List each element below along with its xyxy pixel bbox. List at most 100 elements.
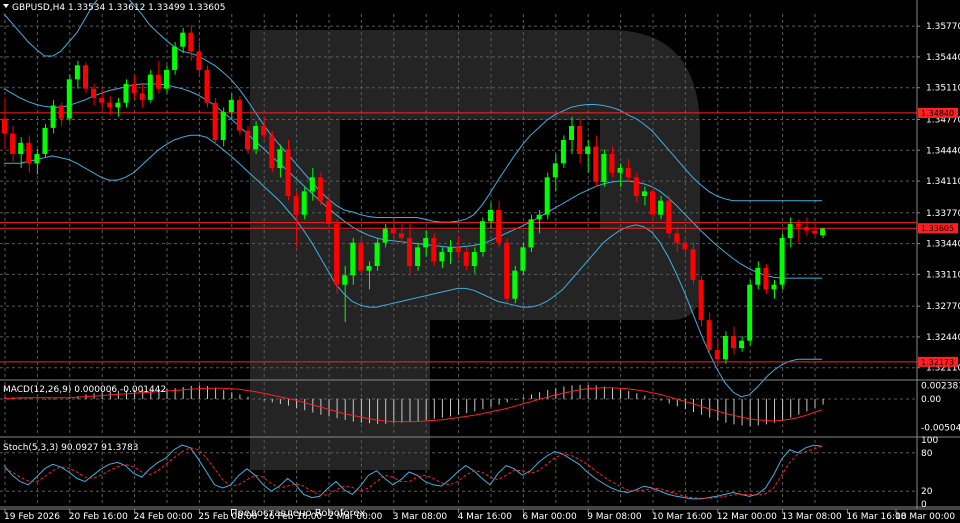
candle[interactable] (763, 264, 769, 294)
candle[interactable] (625, 158, 631, 182)
candle[interactable] (674, 226, 680, 252)
candle[interactable] (820, 227, 826, 238)
candle[interactable] (415, 242, 421, 271)
candle[interactable] (504, 238, 510, 304)
candle[interactable] (245, 126, 250, 154)
candle[interactable] (536, 210, 542, 234)
candle[interactable] (317, 172, 323, 206)
candle[interactable] (755, 261, 761, 290)
candle[interactable] (91, 84, 97, 106)
candle[interactable] (601, 149, 607, 187)
candle[interactable] (34, 149, 40, 175)
candle[interactable] (496, 200, 502, 248)
candle[interactable] (658, 196, 664, 220)
candle[interactable] (261, 116, 267, 140)
candle[interactable] (698, 275, 704, 327)
candle[interactable] (374, 238, 380, 271)
candle[interactable] (569, 116, 574, 154)
candle[interactable] (342, 266, 348, 322)
candle[interactable] (236, 96, 242, 136)
candle[interactable] (641, 186, 647, 206)
candle[interactable] (131, 74, 137, 100)
candle[interactable] (293, 191, 299, 248)
candle[interactable] (358, 238, 364, 276)
dropdown-triangle-icon[interactable] (3, 4, 9, 8)
candle[interactable] (204, 65, 210, 108)
candle[interactable] (99, 88, 105, 110)
candle[interactable] (803, 217, 809, 237)
candle[interactable] (812, 224, 817, 238)
candle[interactable] (585, 140, 591, 173)
candle[interactable] (228, 93, 234, 119)
candle[interactable] (107, 96, 113, 115)
candle[interactable] (617, 163, 623, 187)
candle[interactable] (326, 196, 331, 229)
candle[interactable] (512, 266, 518, 304)
candle[interactable] (423, 230, 429, 257)
candle[interactable] (196, 42, 202, 75)
candle[interactable] (795, 219, 801, 243)
candle[interactable] (285, 140, 291, 201)
candle[interactable] (10, 126, 16, 162)
candle[interactable] (390, 217, 396, 240)
candle[interactable] (220, 107, 226, 147)
candle[interactable] (277, 144, 283, 178)
candle[interactable] (577, 118, 583, 164)
candle[interactable] (650, 186, 655, 220)
candle[interactable] (147, 70, 153, 103)
candle[interactable] (609, 146, 615, 178)
candle[interactable] (407, 224, 412, 276)
candle[interactable] (633, 172, 639, 203)
candle[interactable] (115, 98, 121, 117)
candle[interactable] (172, 42, 178, 75)
candle[interactable] (366, 261, 372, 290)
candle[interactable] (2, 98, 7, 150)
candle[interactable] (520, 242, 526, 276)
candle[interactable] (722, 331, 728, 364)
candle[interactable] (560, 135, 566, 168)
candle[interactable] (714, 340, 720, 367)
candle[interactable] (58, 102, 64, 126)
candle[interactable] (463, 247, 469, 271)
candle[interactable] (350, 238, 356, 285)
candle[interactable] (431, 233, 437, 266)
candle[interactable] (66, 74, 72, 122)
candle[interactable] (180, 28, 186, 54)
candle[interactable] (139, 84, 145, 108)
candle[interactable] (682, 236, 688, 257)
candle[interactable] (439, 247, 445, 268)
candle[interactable] (74, 60, 80, 89)
price-pane[interactable] (0, 0, 917, 398)
candle[interactable] (398, 224, 404, 243)
candle[interactable] (334, 219, 340, 294)
candle[interactable] (706, 312, 712, 355)
candle[interactable] (593, 135, 599, 187)
candle[interactable] (155, 60, 161, 94)
candle[interactable] (382, 224, 388, 248)
candle[interactable] (552, 154, 558, 192)
candle[interactable] (269, 130, 275, 173)
candle[interactable] (18, 137, 24, 168)
candle[interactable] (739, 336, 745, 352)
candle[interactable] (544, 172, 550, 220)
candle[interactable] (26, 135, 32, 173)
candle[interactable] (447, 239, 453, 265)
candle[interactable] (301, 186, 307, 220)
candle[interactable] (83, 62, 88, 94)
candle[interactable] (164, 65, 169, 94)
candle[interactable] (488, 202, 493, 229)
candle[interactable] (731, 326, 736, 355)
candle[interactable] (666, 196, 672, 238)
candle[interactable] (253, 121, 259, 154)
candle[interactable] (787, 217, 793, 248)
candle[interactable] (42, 124, 48, 158)
candle[interactable] (690, 242, 696, 285)
candle[interactable] (123, 79, 129, 108)
candle[interactable] (309, 168, 315, 201)
candle[interactable] (528, 214, 534, 252)
candle[interactable] (455, 236, 461, 259)
candle[interactable] (479, 217, 485, 257)
candle[interactable] (50, 99, 56, 134)
candle[interactable] (471, 247, 477, 274)
candle[interactable] (747, 280, 753, 346)
